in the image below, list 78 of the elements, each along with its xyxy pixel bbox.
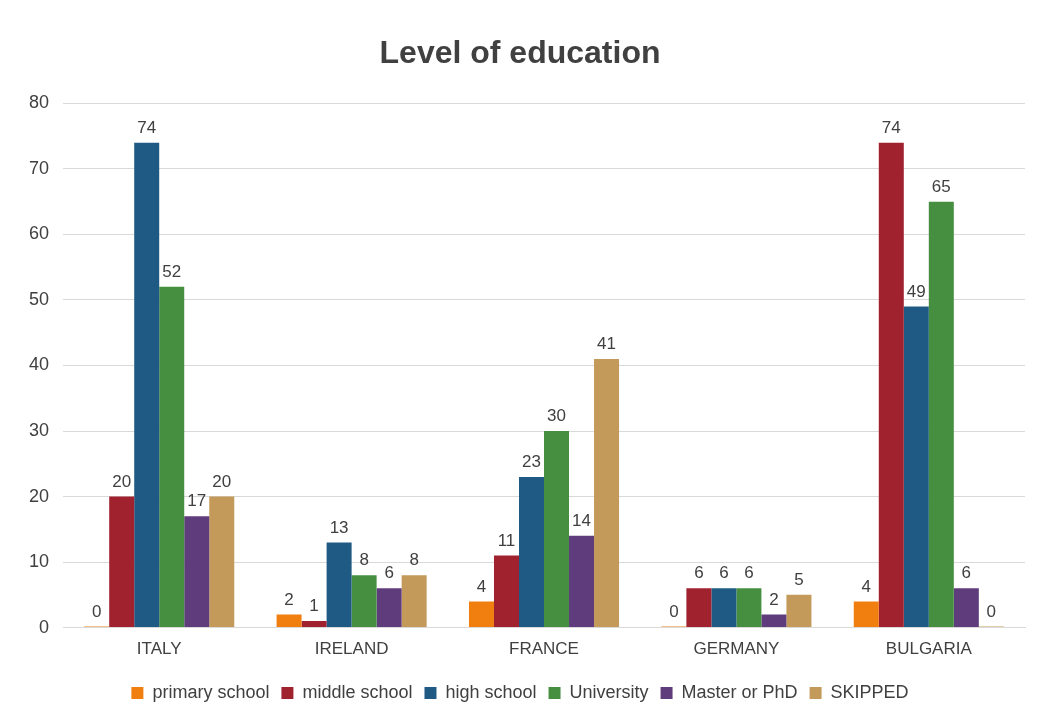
data-label: 13: [329, 517, 349, 537]
bar: [928, 201, 954, 628]
bar: [209, 496, 235, 628]
data-label: 30: [547, 406, 566, 426]
bar: [301, 621, 327, 628]
data-label: 0: [669, 601, 679, 621]
bar: [953, 588, 979, 628]
bar: [326, 542, 352, 628]
bar: [786, 594, 812, 628]
bar: [686, 588, 712, 628]
y-tick-label: 20: [28, 485, 50, 506]
legend-label: Master or PhD: [681, 681, 798, 702]
data-label: 74: [881, 117, 901, 137]
bar: [184, 516, 210, 628]
bar: [761, 614, 787, 628]
bar: [544, 431, 570, 628]
y-tick-label: 0: [39, 616, 50, 637]
data-label: 2: [284, 589, 294, 609]
bar: [276, 614, 302, 628]
data-label: 52: [162, 262, 182, 282]
legend-label: primary school: [152, 681, 270, 702]
legend-label: high school: [445, 681, 537, 702]
data-label: 4: [476, 576, 487, 596]
bar: [468, 601, 494, 628]
data-label: 49: [906, 281, 926, 301]
y-tick-label: 30: [28, 419, 50, 440]
data-label: 65: [931, 176, 951, 196]
y-tick-label: 40: [28, 354, 50, 375]
data-label: 8: [359, 550, 369, 570]
data-label: 20: [112, 471, 132, 491]
y-tick-label: 50: [28, 288, 50, 309]
bar: [853, 601, 879, 628]
data-label: 74: [137, 117, 157, 137]
data-label: 5: [794, 570, 804, 590]
bar: [711, 588, 737, 628]
data-label: 6: [744, 563, 754, 583]
bar: [351, 575, 377, 628]
bar: [903, 306, 929, 628]
x-tick-label: FRANCE: [509, 639, 579, 659]
bar: [569, 535, 595, 628]
x-tick-label: GERMANY: [693, 639, 780, 659]
data-label: 41: [597, 334, 616, 354]
data-label: 0: [91, 601, 102, 621]
bar: [736, 588, 762, 628]
y-tick-label: 80: [28, 92, 50, 113]
y-tick-label: 60: [28, 223, 50, 244]
y-tick-label: 10: [28, 551, 50, 572]
data-label: 23: [522, 452, 541, 472]
data-label: 6: [719, 563, 729, 583]
data-label: 0: [986, 601, 997, 621]
bar: [401, 575, 427, 628]
data-label: 1: [309, 596, 319, 616]
legend-label: SKIPPED: [830, 681, 909, 702]
data-label: 6: [384, 563, 394, 583]
bar: [493, 555, 519, 628]
bar: [134, 142, 160, 628]
bar: [519, 476, 545, 628]
chart-title: Level of education: [379, 34, 661, 71]
x-tick-label: ITALY: [136, 639, 182, 659]
x-tick-label: IRELAND: [314, 639, 389, 659]
data-label: 14: [572, 511, 591, 531]
data-label: 4: [861, 576, 872, 596]
data-label: 11: [497, 530, 516, 550]
bar: [109, 496, 135, 628]
legend-label: middle school: [302, 681, 413, 702]
data-label: 20: [212, 471, 232, 491]
data-label: 6: [694, 563, 704, 583]
legend-label: University: [569, 681, 649, 702]
data-label: 17: [187, 491, 207, 511]
x-tick-label: BULGARIA: [885, 639, 973, 659]
bar: [594, 358, 620, 628]
data-label: 6: [961, 563, 972, 583]
bar: [159, 286, 185, 628]
data-label: 2: [769, 589, 779, 609]
data-label: 8: [409, 550, 419, 570]
bar: [376, 588, 402, 628]
bar: [878, 142, 904, 628]
y-tick-label: 70: [28, 157, 50, 178]
